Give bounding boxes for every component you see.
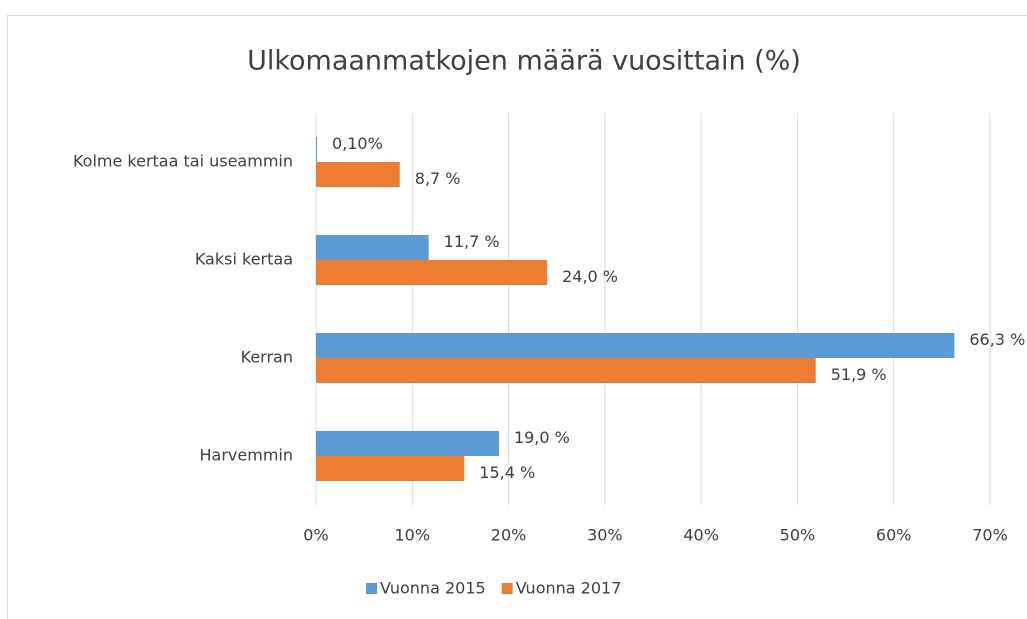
value-label: 66,3 %	[969, 330, 1025, 349]
y-tick-label: Harvemmin	[200, 446, 293, 465]
bar	[316, 162, 400, 187]
x-tick-label: 50%	[780, 526, 816, 545]
value-label: 19,0 %	[514, 428, 570, 447]
x-tick-label: 0%	[303, 526, 328, 545]
bar	[316, 260, 548, 285]
value-label: 8,7 %	[415, 169, 461, 188]
x-tick-label: 10%	[395, 526, 431, 545]
value-label: 15,4 %	[479, 463, 535, 482]
x-tick-label: 70%	[972, 526, 1008, 545]
value-label: 51,9 %	[831, 365, 887, 384]
chart-frame	[7, 15, 1027, 619]
y-tick-label: Kaksi kertaa	[195, 250, 293, 269]
legend-label: Vuonna 2017	[516, 579, 622, 598]
bar	[316, 333, 955, 358]
chart-title: Ulkomaanmatkojen määrä vuosittain (%)	[247, 46, 801, 77]
bar	[316, 358, 816, 383]
bar	[316, 431, 499, 456]
value-label: 24,0 %	[562, 267, 618, 286]
bar	[316, 137, 317, 162]
y-tick-label: Kolme kertaa tai useammin	[73, 152, 293, 171]
x-tick-label: 40%	[683, 526, 719, 545]
legend-swatch	[501, 583, 513, 594]
x-tick-label: 20%	[491, 526, 527, 545]
value-label: 11,7 %	[444, 232, 500, 251]
x-tick-label: 60%	[876, 526, 912, 545]
legend-swatch	[366, 583, 377, 594]
legend-label: Vuonna 2015	[380, 579, 486, 598]
y-tick-label: Kerran	[241, 348, 293, 367]
bar	[316, 456, 465, 481]
value-label: 0,10%	[332, 134, 383, 153]
bar	[316, 235, 429, 260]
x-tick-label: 30%	[587, 526, 623, 545]
